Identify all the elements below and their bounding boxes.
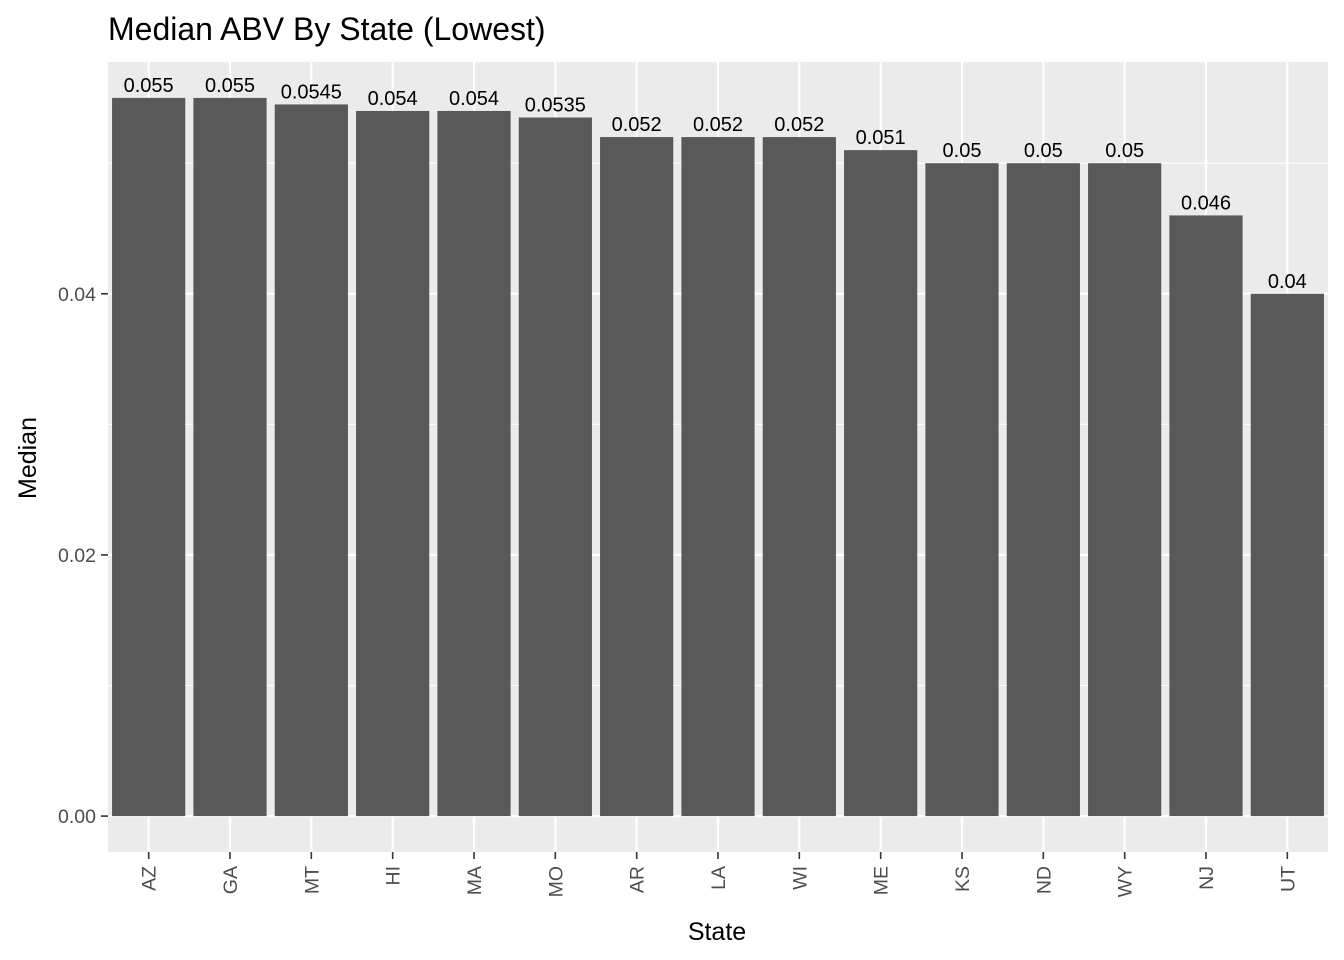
bar-ut [1250, 293, 1324, 817]
bar-label-wi: 0.052 [774, 114, 824, 136]
bar-label-mt: 0.0545 [281, 81, 342, 103]
bar-nj [1169, 215, 1243, 817]
bar-label-ma: 0.054 [449, 88, 499, 110]
x-tick-label-me: ME [871, 866, 893, 895]
bar-mt [274, 104, 348, 817]
bar-nd [1006, 163, 1080, 817]
x-tick-label-az: AZ [139, 866, 161, 891]
x-tick-label-mo: MO [545, 866, 567, 897]
bar-mo [518, 117, 592, 817]
bar-wi [762, 137, 836, 817]
x-axis-title: State [688, 918, 746, 946]
bar-label-ut: 0.04 [1268, 271, 1307, 293]
y-axis: 0.00 0.02 0.04 [58, 284, 108, 828]
bar-ga [193, 97, 267, 817]
x-tick-label-ut: UT [1277, 866, 1299, 892]
bar-label-hi: 0.054 [368, 88, 418, 110]
x-tick-label-la: LA [708, 866, 730, 890]
bar-label-nd: 0.05 [1024, 140, 1063, 162]
x-tick-label-nd: ND [1033, 866, 1055, 894]
y-axis-title: Median [14, 417, 42, 499]
x-tick-label-mt: MT [301, 866, 323, 894]
x-tick-label-ga: GA [220, 866, 242, 894]
bar-me [844, 150, 918, 817]
bar-label-la: 0.052 [693, 114, 743, 136]
bar-label-mo: 0.0535 [525, 94, 586, 116]
bar-label-az: 0.055 [124, 75, 174, 97]
y-tick-label: 0.02 [58, 545, 96, 567]
bar-wy [1088, 163, 1162, 817]
bar-la [681, 137, 755, 817]
chart-title: Median ABV By State (Lowest) [108, 11, 546, 47]
bar-label-ga: 0.055 [205, 75, 255, 97]
bar-az [112, 97, 186, 817]
x-tick-label-ar: AR [627, 866, 649, 893]
bar-hi [356, 110, 430, 817]
x-tick-label-hi: HI [383, 866, 405, 886]
x-axis: AZ GA MT HI MA MO AR LA WI ME KS ND WY NJ UT [139, 852, 1299, 897]
y-tick-label: 0.00 [58, 806, 96, 828]
bar-label-me: 0.051 [856, 127, 906, 149]
x-tick-label-ks: KS [952, 866, 974, 892]
bar-label-ar: 0.052 [612, 114, 662, 136]
y-tick-label: 0.04 [58, 284, 96, 306]
bar-ma [437, 110, 511, 817]
x-tick-label-wi: WI [789, 866, 811, 890]
bar-labels: 0.055 0.055 0.0545 0.054 0.054 0.0535 0.052 0.0… [124, 75, 1307, 293]
bar-label-wy: 0.05 [1105, 140, 1144, 162]
bar-ks [925, 163, 999, 817]
bar-ar [600, 137, 674, 817]
x-tick-label-ma: MA [464, 866, 486, 895]
x-tick-label-nj: NJ [1196, 866, 1218, 890]
bar-label-ks: 0.05 [943, 140, 982, 162]
bars [112, 97, 1324, 817]
x-tick-label-wy: WY [1115, 866, 1137, 897]
bar-label-nj: 0.046 [1181, 192, 1231, 214]
